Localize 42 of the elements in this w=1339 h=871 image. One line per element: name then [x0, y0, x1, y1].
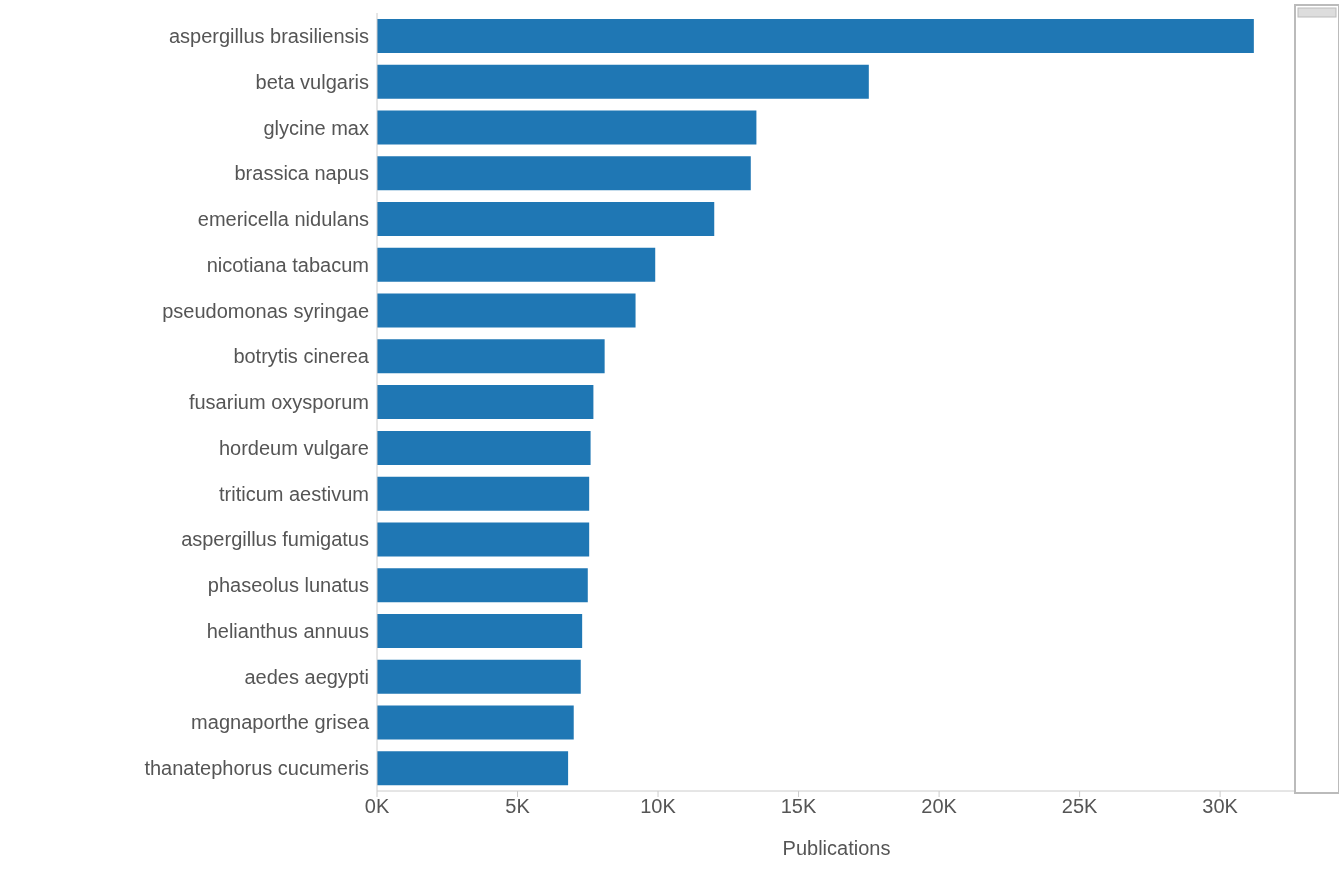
y-tick-label: helianthus annuus	[206, 619, 369, 642]
y-tick-label: aspergillus fumigatus	[181, 528, 369, 551]
bar	[377, 202, 715, 237]
y-tick-label: thanatephorus cucumeris	[144, 757, 369, 780]
bar	[377, 156, 751, 191]
x-tick-label: 10K	[640, 795, 677, 818]
x-tick-label: 0K	[364, 795, 390, 818]
x-tick-label: 30K	[1202, 795, 1239, 818]
bar	[377, 568, 588, 603]
y-tick-label: glycine max	[263, 116, 369, 139]
x-tick-label: 25K	[1061, 795, 1099, 818]
bar	[377, 751, 569, 786]
bar	[377, 19, 1254, 53]
bar	[377, 522, 590, 557]
bar	[377, 110, 757, 145]
y-tick-label: pseudomonas syringae	[162, 299, 369, 322]
bar	[377, 64, 869, 99]
y-tick-label: aedes aegypti	[244, 665, 369, 688]
bar	[377, 613, 583, 648]
y-tick-label: fusarium oxysporum	[188, 391, 369, 414]
y-tick-label: phaseolus lunatus	[207, 574, 369, 597]
x-tick-label: 20K	[921, 795, 958, 818]
y-tick-label: nicotiana tabacum	[206, 253, 369, 276]
x-tick-label: 15K	[780, 795, 818, 818]
bar	[377, 339, 605, 374]
bar	[377, 659, 581, 694]
y-tick-label: triticum aestivum	[218, 482, 369, 505]
bar	[377, 247, 656, 282]
bar	[377, 385, 594, 420]
y-tick-label: magnaporthe grisea	[191, 711, 370, 734]
y-tick-label: emericella nidulans	[197, 208, 369, 231]
x-axis-title: Publications	[782, 837, 891, 859]
bar	[377, 430, 591, 465]
y-tick-label: hordeum vulgare	[218, 436, 369, 459]
y-tick-label: aspergillus brasiliensis	[168, 24, 369, 47]
x-tick-label: 5K	[505, 795, 531, 818]
bar	[377, 476, 590, 511]
bar	[377, 705, 574, 740]
y-tick-label: botrytis cinerea	[233, 345, 370, 368]
y-tick-label: beta vulgaris	[255, 70, 369, 93]
y-tick-label: brassica napus	[234, 162, 369, 185]
bar	[377, 293, 636, 328]
